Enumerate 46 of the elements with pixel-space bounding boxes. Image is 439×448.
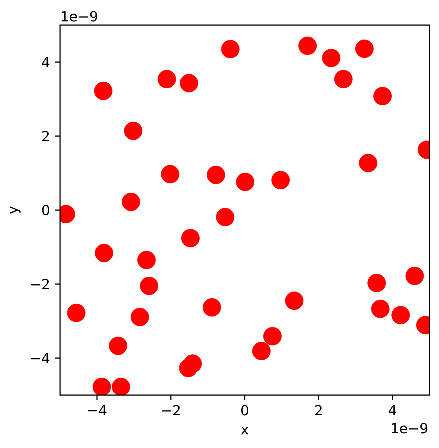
x-tick-label: 2 xyxy=(315,405,322,416)
point xyxy=(122,192,140,212)
point xyxy=(272,171,290,190)
point xyxy=(298,36,318,56)
y-tick-label: 0 xyxy=(42,205,50,216)
point xyxy=(392,306,410,325)
point xyxy=(206,166,226,184)
x-tick-label: −2 xyxy=(162,405,180,416)
y-tick-label: 2 xyxy=(42,131,49,142)
y-tick-label: −4 xyxy=(31,353,50,364)
point xyxy=(130,308,150,326)
point xyxy=(67,304,86,322)
point xyxy=(322,49,341,68)
point xyxy=(182,229,200,248)
y-tick-label: 4 xyxy=(42,57,50,68)
y-axis-title: y xyxy=(10,206,21,214)
point xyxy=(285,292,304,310)
x-tick-label: −4 xyxy=(88,405,107,416)
x-tick-label: 0 xyxy=(242,405,249,416)
point xyxy=(371,300,390,318)
point xyxy=(216,208,235,227)
point xyxy=(264,327,282,346)
point xyxy=(252,342,271,360)
point xyxy=(368,274,386,292)
point xyxy=(236,172,255,192)
point xyxy=(202,298,222,317)
x-tick-label: 4 xyxy=(389,405,396,416)
point xyxy=(334,70,353,89)
point xyxy=(138,251,156,270)
x-axis-title: x xyxy=(241,427,249,435)
point xyxy=(140,276,159,296)
point xyxy=(374,87,392,106)
text: 1e−9 xyxy=(62,11,98,22)
text: 1e−9 xyxy=(392,423,428,434)
point xyxy=(158,70,176,89)
point xyxy=(179,359,198,378)
point xyxy=(359,154,378,173)
point xyxy=(124,122,143,140)
point xyxy=(94,82,113,100)
y-tick-label: −2 xyxy=(31,279,49,290)
point xyxy=(109,336,128,356)
point xyxy=(180,74,198,93)
point xyxy=(221,40,240,59)
point xyxy=(355,40,374,58)
point xyxy=(95,244,114,262)
point xyxy=(161,165,180,184)
